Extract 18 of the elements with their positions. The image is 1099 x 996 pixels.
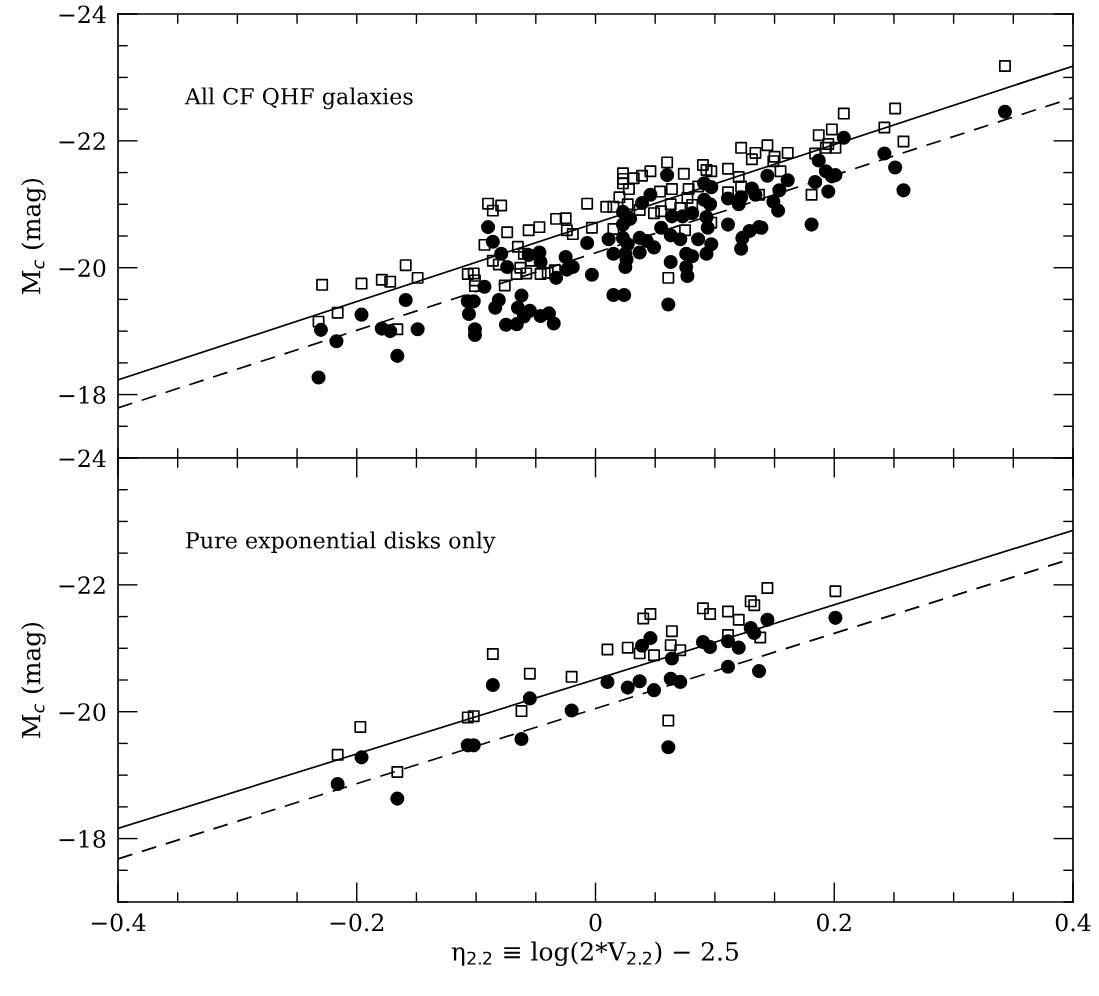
- y-tick-label: −18: [59, 386, 106, 404]
- y-tick-label: −24: [59, 5, 106, 23]
- x-tick-label: 0.4: [1055, 913, 1091, 932]
- x-tick-label: 0.2: [817, 913, 851, 932]
- x-axis-title: η$_{2.2}$ ≡ log(2*V$_{2.2}$) − 2.5: [451, 941, 738, 967]
- y-axis-title: M$_{c}$ (mag): [21, 178, 46, 294]
- y-tick-label: −20: [59, 259, 106, 278]
- annotation: Pure exponential disks only: [186, 531, 496, 554]
- y-tick-label: −20: [59, 703, 106, 722]
- x-tick-label: −0.4: [91, 913, 146, 932]
- x-tick-label: 0: [589, 913, 602, 932]
- annotation: All CF QHF galaxies: [184, 87, 413, 110]
- y-axis-title: M$_{c}$ (mag): [21, 622, 46, 738]
- y-tick-label: −24: [59, 449, 106, 467]
- x-tick-label: −0.2: [330, 913, 384, 932]
- y-tick-label: −22: [59, 132, 105, 150]
- y-tick-label: −22: [59, 576, 105, 594]
- y-tick-label: −18: [59, 830, 106, 848]
